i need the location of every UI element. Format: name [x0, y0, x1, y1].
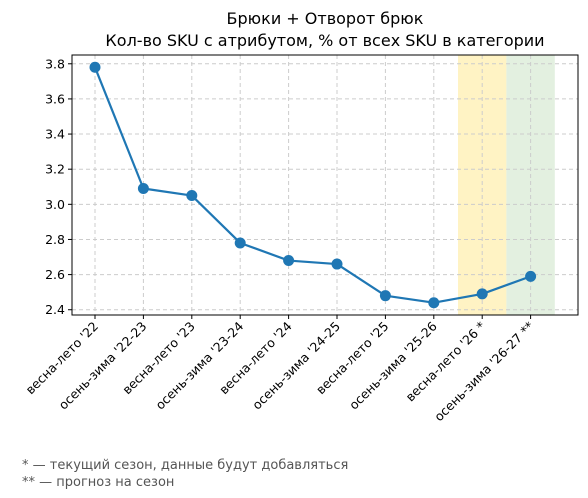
y-tick-label-2: 2.8 — [45, 232, 65, 247]
chart-subtitle: Кол-во SKU с атрибутом, % от всех SKU в … — [105, 31, 544, 50]
plot-frame — [71, 54, 579, 316]
y-tick-label-6: 3.6 — [45, 91, 65, 106]
y-tick-label-7: 3.8 — [45, 56, 65, 71]
grid-lines — [72, 55, 578, 315]
data-point-1 — [137, 183, 149, 195]
footnote-current-season: * — текущий сезон, данные будут добавлят… — [22, 458, 348, 473]
y-tick-label-3: 3.0 — [45, 197, 65, 212]
x-tick-label-1: осень-зима '22-23 — [56, 319, 150, 413]
data-point-5 — [331, 258, 343, 270]
series-line-0 — [93, 66, 531, 304]
x-tick-label-5: осень-зима '24-25 — [249, 319, 343, 413]
y-tick-label-5: 3.4 — [45, 127, 65, 142]
data-point-8 — [476, 288, 488, 300]
series-layer — [89, 61, 537, 309]
y-tick-label-0: 2.4 — [45, 302, 65, 317]
data-point-4 — [283, 255, 295, 267]
data-point-3 — [234, 237, 246, 249]
season-highlights — [458, 55, 555, 315]
data-point-9 — [525, 270, 537, 282]
x-tick-label-7: осень-зима '25-26 — [346, 318, 440, 412]
x-tick-label-9: осень-зима '26-27 ** — [431, 319, 537, 425]
data-point-2 — [186, 190, 198, 202]
data-point-7 — [428, 297, 440, 309]
x-tick-label-3: осень-зима '23-24 — [152, 318, 246, 412]
data-point-6 — [379, 290, 391, 302]
y-tick-label-4: 3.2 — [45, 162, 65, 177]
data-point-0 — [89, 61, 101, 73]
y-tick-label-1: 2.6 — [45, 267, 65, 282]
chart-title: Брюки + Отворот брюк — [227, 9, 424, 28]
footnote-forecast: ** — прогноз на сезон — [22, 475, 174, 490]
